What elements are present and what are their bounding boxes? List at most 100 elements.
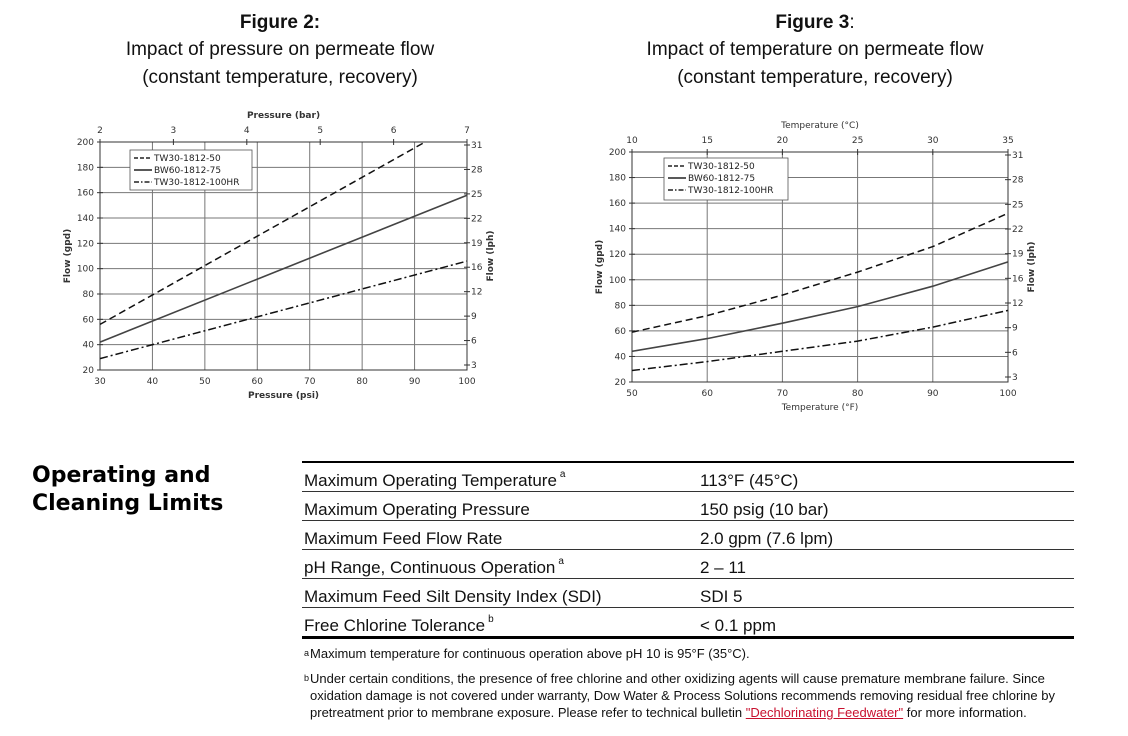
x2-tick-label: 7 <box>464 126 470 136</box>
x2-tick-label: 25 <box>852 136 863 146</box>
y-tick-label: 200 <box>609 148 626 158</box>
x-tick-label: 70 <box>777 389 789 399</box>
figure2-title-block: Figure 2: Impact of pressure on permeate… <box>90 10 470 92</box>
x2-tick-label: 10 <box>626 136 638 146</box>
y2-tick-label: 19 <box>471 239 483 249</box>
y2-tick-label: 31 <box>1012 151 1023 161</box>
y-tick-label: 120 <box>609 250 626 260</box>
x2-tick-label: 6 <box>391 126 397 136</box>
figure3-subtitle-line1: Impact of temperature on permeate flow <box>646 39 984 60</box>
figure3-label-suffix: : <box>849 12 855 33</box>
limits-footnote-ref: a <box>558 556 564 567</box>
limits-footnote-ref: b <box>488 614 494 625</box>
limits-table: Maximum Operating Temperature a 113°F (45°… <box>302 461 1074 639</box>
limits-row: Maximum Feed Silt Density Index (SDI) SDI… <box>302 578 1074 608</box>
y-axis-label: Flow (gpd) <box>595 240 605 294</box>
x2-tick-label: 5 <box>317 126 323 136</box>
y-tick-label: 160 <box>609 199 626 209</box>
x2-axis-label: Pressure (bar) <box>247 111 320 121</box>
pressure-flow-chart: 30 40 50 60 70 80 90 100 20 40 60 80 100 120 140 160 180… <box>63 111 496 401</box>
footnote-b-tail: for more information. <box>906 705 1027 720</box>
limits-row-label: Maximum Operating Pressure <box>302 491 698 521</box>
y2-tick-label: 28 <box>471 165 483 175</box>
series-line-bw60-1812-75 <box>631 261 1009 353</box>
x2-tick-label: 20 <box>777 136 789 146</box>
y2-tick-label: 25 <box>1012 200 1023 210</box>
y2-tick-label: 9 <box>1012 324 1018 334</box>
limits-label-text: Maximum Feed Silt Density Index (SDI) <box>304 587 602 606</box>
limits-row-label: Maximum Feed Flow Rate <box>302 520 698 550</box>
y-tick-label: 40 <box>615 352 627 362</box>
y2-tick-label: 12 <box>471 288 482 298</box>
y-tick-label: 180 <box>609 174 626 184</box>
figure2-subtitle-line1: Impact of pressure on permeate flow <box>125 39 435 60</box>
y2-tick-label: 19 <box>1012 250 1024 260</box>
y-tick-label: 200 <box>77 138 94 148</box>
y2-tick-label: 3 <box>471 361 477 371</box>
x2-tick-label: 3 <box>171 126 177 136</box>
x-axis-label: Pressure (psi) <box>248 391 319 401</box>
y-tick-label: 80 <box>83 290 95 300</box>
dechlorinating-feedwater-link[interactable]: "Dechlorinating Feedwater" <box>745 705 904 720</box>
x-tick-label: 60 <box>701 389 713 399</box>
x-axis-label: Temperature (°F) <box>781 403 859 413</box>
limits-heading: Operating and Cleaning Limits <box>32 462 223 518</box>
limits-heading-line1: Operating and <box>32 463 211 488</box>
temperature-flow-chart: 50 60 70 80 90 100204060801001201401601802001… <box>595 121 1037 413</box>
limits-label-text: Maximum Operating Pressure <box>304 500 530 519</box>
limits-row: pH Range, Continuous Operation a 2 – 11 <box>302 549 1074 579</box>
footnotes: aMaximum temperature for continuous oper… <box>304 645 1094 721</box>
x-tick-label: 60 <box>252 377 264 387</box>
x-tick-label: 50 <box>626 389 638 399</box>
footnote-b: b Under certain conditions, the presence… <box>304 670 1094 721</box>
y2-tick-label: 3 <box>1012 373 1018 383</box>
legend-label: TW30-1812-100HR <box>687 186 773 196</box>
series-line-tw30-1812-100hr <box>99 260 468 360</box>
y2-tick-label: 6 <box>471 337 477 347</box>
x2-tick-label: 30 <box>927 136 939 146</box>
limits-row-value: 2.0 gpm (7.6 lpm) <box>698 520 1074 550</box>
limits-label-text: Free Chlorine Tolerance <box>304 616 486 635</box>
limits-label-text: Maximum Feed Flow Rate <box>304 529 503 548</box>
y-tick-label: 120 <box>77 239 94 249</box>
limits-label-text: pH Range, Continuous Operation <box>304 558 556 577</box>
x-tick-label: 80 <box>852 389 864 399</box>
series-line-tw30-1812-50 <box>99 141 426 326</box>
y2-tick-label: 12 <box>1012 299 1023 309</box>
limits-row-label: Maximum Operating Temperature a <box>302 461 698 492</box>
plot-frame <box>99 141 468 371</box>
y2-tick-label: 22 <box>471 214 482 224</box>
limits-row: Maximum Feed Flow Rate 2.0 gpm (7.6 lpm) <box>302 520 1074 550</box>
limits-row-value: 150 psig (10 bar) <box>698 491 1074 521</box>
x-tick-label: 30 <box>94 377 106 387</box>
limits-row-value: < 0.1 ppm <box>698 607 1074 639</box>
y2-tick-label: 25 <box>471 190 482 200</box>
x2-tick-label: 15 <box>701 136 712 146</box>
footnote-a-mark: a <box>304 648 310 658</box>
y-tick-label: 180 <box>77 163 94 173</box>
limits-row: Maximum Operating Pressure 150 psig (10 b… <box>302 491 1074 521</box>
footnote-a: aMaximum temperature for continuous oper… <box>304 645 1094 662</box>
limits-row-value: 2 – 11 <box>698 549 1074 579</box>
legend-label: BW60-1812-75 <box>154 166 221 176</box>
y2-tick-label: 16 <box>1012 274 1024 284</box>
y-tick-label: 100 <box>609 276 626 286</box>
series-line-tw30-1812-100hr <box>631 309 1009 372</box>
y-axis-label: Flow (gpd) <box>63 229 73 283</box>
figure3-title-block: Figure 3: Impact of temperature on perme… <box>600 10 1030 92</box>
series-line-bw60-1812-75 <box>99 194 468 343</box>
y-tick-label: 140 <box>77 214 94 224</box>
legend-label: TW30-1812-100HR <box>153 178 239 188</box>
y2-tick-label: 31 <box>471 141 482 151</box>
y-tick-label: 20 <box>615 378 627 388</box>
y2-tick-label: 16 <box>471 263 483 273</box>
legend-label: TW30-1812-50 <box>153 154 221 164</box>
y-tick-label: 20 <box>83 366 95 376</box>
limits-row: Maximum Operating Temperature a 113°F (45°… <box>302 461 1074 492</box>
y-tick-label: 60 <box>615 327 627 337</box>
y-tick-label: 140 <box>609 225 626 235</box>
x-tick-label: 90 <box>409 377 421 387</box>
legend-box <box>663 157 789 201</box>
x-tick-label: 70 <box>304 377 316 387</box>
y2-tick-label: 6 <box>1012 348 1018 358</box>
